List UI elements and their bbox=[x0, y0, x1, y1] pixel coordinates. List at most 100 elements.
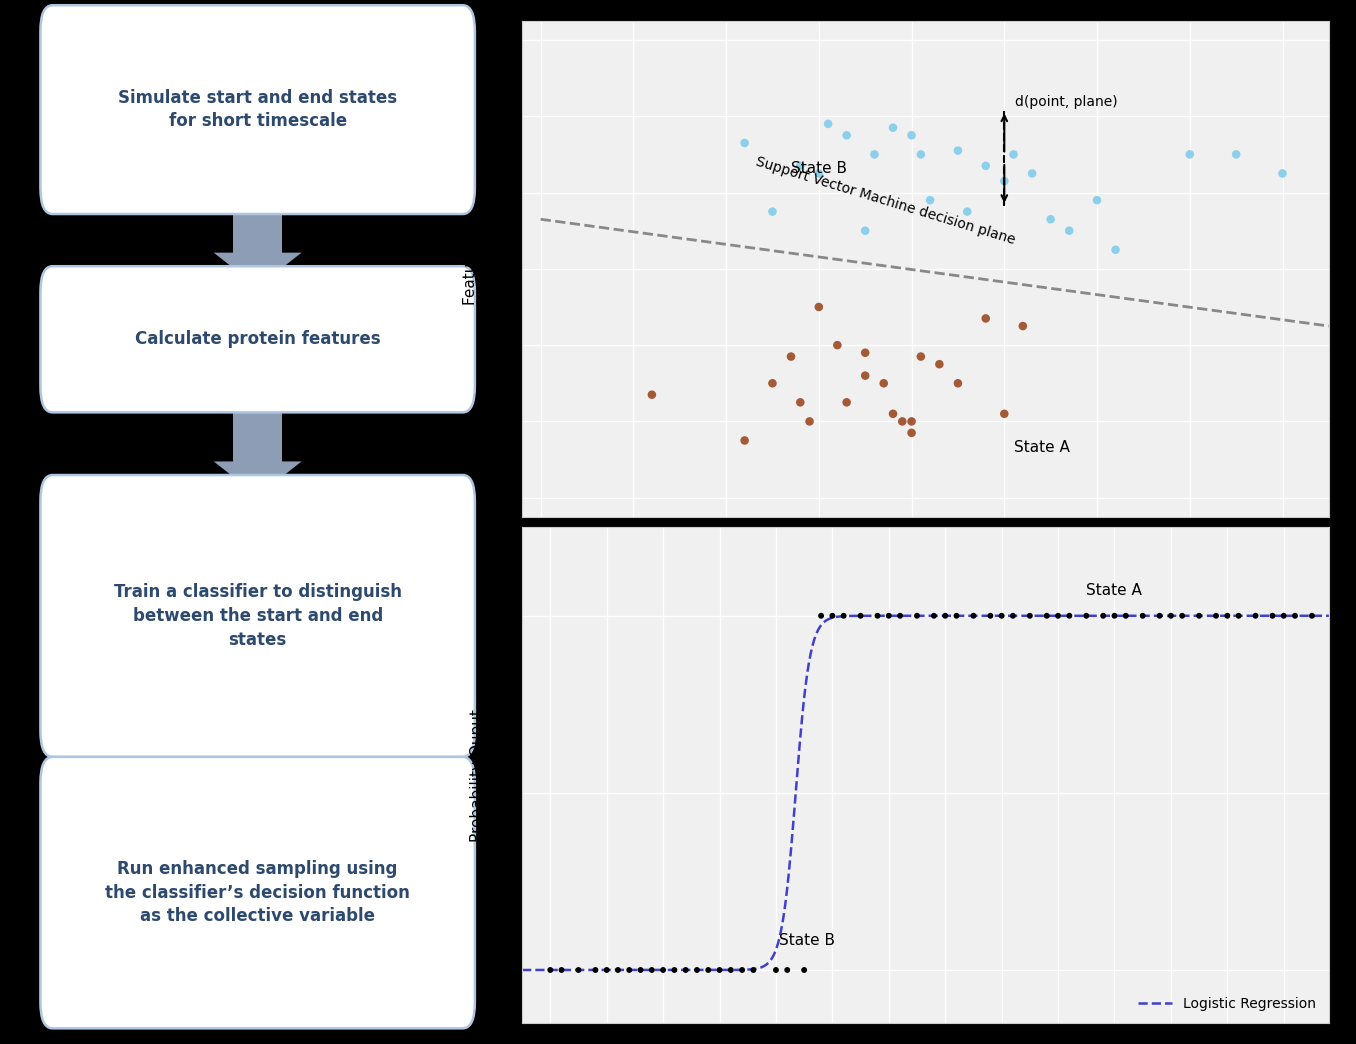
Point bbox=[1261, 608, 1283, 624]
Point bbox=[1036, 608, 1058, 624]
Point bbox=[1245, 608, 1267, 624]
Point bbox=[979, 608, 1001, 624]
Point bbox=[663, 962, 685, 978]
Point bbox=[1047, 608, 1069, 624]
Point bbox=[934, 608, 956, 624]
Point bbox=[854, 222, 876, 239]
Point bbox=[540, 962, 561, 978]
Point bbox=[975, 310, 997, 327]
Point bbox=[1273, 608, 1295, 624]
Y-axis label: Feature 2: Feature 2 bbox=[464, 233, 479, 305]
Point bbox=[1302, 608, 1323, 624]
Point bbox=[991, 608, 1013, 624]
Text: State B: State B bbox=[778, 933, 835, 948]
Point bbox=[1059, 222, 1081, 239]
Y-axis label: Probability Ouput: Probability Ouput bbox=[471, 709, 485, 841]
Polygon shape bbox=[214, 253, 301, 287]
Point bbox=[1159, 608, 1181, 624]
Logistic Regression bbox=[990, 610, 1006, 622]
FancyBboxPatch shape bbox=[233, 392, 282, 470]
Polygon shape bbox=[214, 743, 301, 778]
Point bbox=[551, 962, 572, 978]
Point bbox=[1115, 608, 1136, 624]
Logistic Regression bbox=[656, 964, 673, 976]
Point bbox=[1104, 608, 1125, 624]
Text: Support Vector Machine decision plane: Support Vector Machine decision plane bbox=[754, 155, 1017, 247]
Point bbox=[1093, 608, 1115, 624]
Text: Train a classifier to distinguish
between the start and end
states: Train a classifier to distinguish betwee… bbox=[114, 584, 401, 648]
Point bbox=[762, 204, 784, 220]
Point bbox=[827, 337, 849, 354]
Point bbox=[789, 158, 811, 174]
Text: Simulate start and end states
for short timescale: Simulate start and end states for short … bbox=[118, 89, 397, 130]
Point bbox=[568, 962, 590, 978]
Logistic Regression bbox=[514, 964, 530, 976]
Point bbox=[1132, 608, 1154, 624]
Point bbox=[808, 165, 830, 182]
Point bbox=[883, 119, 904, 136]
Point bbox=[697, 962, 719, 978]
Point bbox=[1227, 608, 1249, 624]
Point bbox=[854, 367, 876, 384]
Point bbox=[1188, 608, 1210, 624]
Logistic Regression bbox=[879, 610, 895, 622]
Point bbox=[1226, 146, 1248, 163]
Point bbox=[945, 608, 967, 624]
Point bbox=[1018, 608, 1040, 624]
Logistic Regression bbox=[1123, 610, 1139, 622]
Point bbox=[835, 127, 857, 144]
Point bbox=[1012, 317, 1033, 334]
Point bbox=[777, 962, 799, 978]
Line: Logistic Regression: Logistic Regression bbox=[522, 616, 1329, 970]
Point bbox=[1040, 211, 1062, 228]
Point bbox=[835, 394, 857, 410]
FancyBboxPatch shape bbox=[233, 736, 282, 752]
Point bbox=[900, 425, 922, 442]
Point bbox=[946, 375, 968, 392]
Point bbox=[618, 962, 640, 978]
Logistic Regression bbox=[721, 964, 738, 976]
Point bbox=[1002, 146, 1024, 163]
Point bbox=[720, 962, 742, 978]
Text: d(point, plane): d(point, plane) bbox=[1016, 95, 1119, 109]
Point bbox=[1205, 608, 1227, 624]
Point bbox=[822, 608, 843, 624]
Text: Calculate protein features: Calculate protein features bbox=[134, 330, 381, 349]
Point bbox=[765, 962, 786, 978]
Point bbox=[833, 608, 854, 624]
Point bbox=[641, 962, 663, 978]
Point bbox=[1105, 241, 1127, 258]
FancyBboxPatch shape bbox=[41, 5, 475, 214]
Point bbox=[734, 135, 755, 151]
Logistic Regression bbox=[1321, 610, 1337, 622]
Point bbox=[799, 413, 820, 430]
Point bbox=[1075, 608, 1097, 624]
Point bbox=[873, 375, 895, 392]
Point bbox=[900, 413, 922, 430]
Logistic Regression bbox=[1047, 610, 1063, 622]
Point bbox=[1284, 608, 1306, 624]
Point bbox=[808, 299, 830, 315]
Point bbox=[1059, 608, 1081, 624]
Point bbox=[906, 608, 928, 624]
Point bbox=[1172, 608, 1193, 624]
Point bbox=[1149, 608, 1170, 624]
Text: State B: State B bbox=[791, 162, 848, 176]
Point bbox=[734, 432, 755, 449]
FancyBboxPatch shape bbox=[41, 475, 475, 757]
Point bbox=[675, 962, 697, 978]
FancyBboxPatch shape bbox=[41, 757, 475, 1028]
Point bbox=[910, 146, 932, 163]
Point bbox=[864, 146, 885, 163]
Point bbox=[890, 608, 911, 624]
Point bbox=[641, 386, 663, 403]
Point bbox=[818, 116, 839, 133]
Point bbox=[883, 405, 904, 422]
Point bbox=[1002, 608, 1024, 624]
Point bbox=[1272, 165, 1294, 182]
Point bbox=[929, 356, 951, 373]
FancyBboxPatch shape bbox=[233, 193, 282, 261]
Point bbox=[595, 962, 617, 978]
Point bbox=[923, 608, 945, 624]
X-axis label: Feature 1: Feature 1 bbox=[890, 545, 961, 561]
